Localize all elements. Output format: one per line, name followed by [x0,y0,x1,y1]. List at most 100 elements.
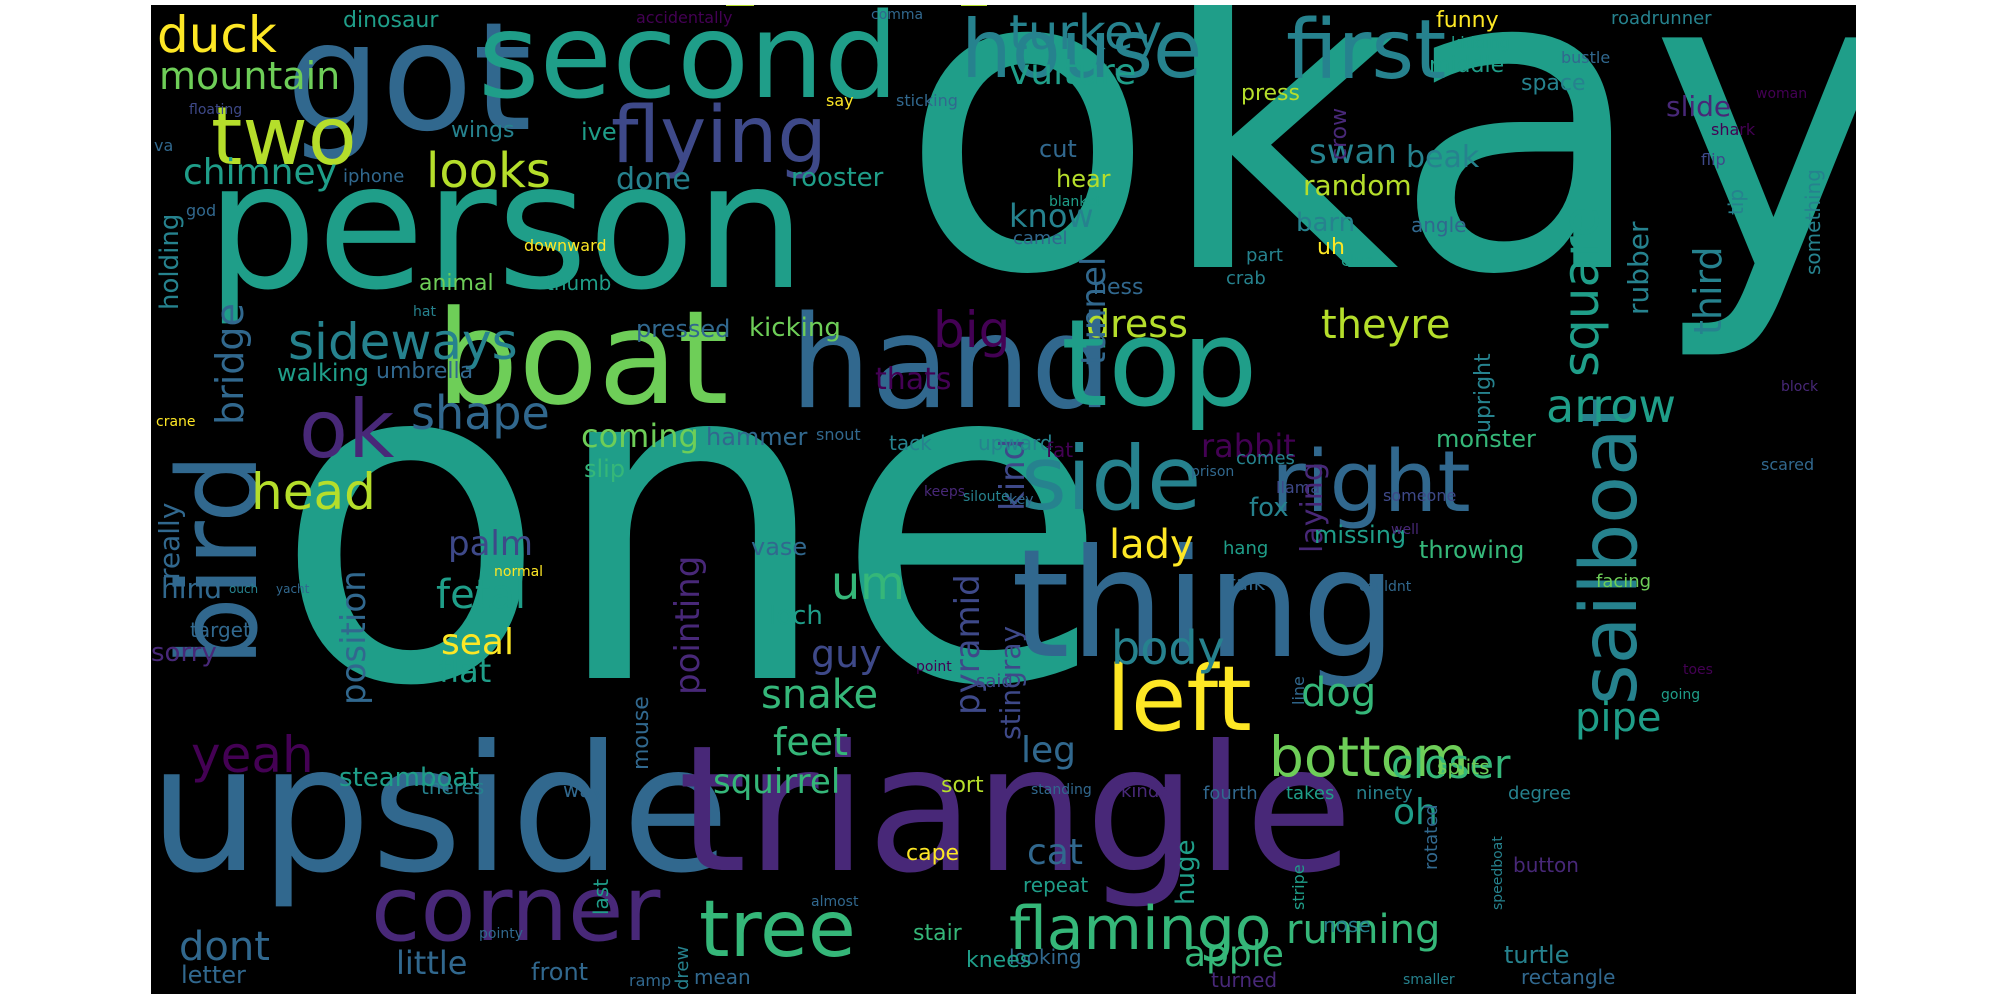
word: drew [672,945,693,990]
word: feet [773,720,849,764]
word: funny [1436,8,1499,33]
word: hammer [706,423,808,451]
word: god [186,201,217,220]
word: letter [181,961,246,989]
word: tunnel [1074,256,1114,365]
word: crane [156,414,196,430]
glyph-fragment [726,5,754,6]
word: degree [1508,783,1572,804]
word: steamboat [339,763,479,793]
word: big [933,301,1011,359]
word: lady [1109,522,1194,568]
word: clue [1341,251,1375,270]
word: corner [371,857,661,962]
word: comma [871,7,924,23]
word: ness [1093,275,1144,300]
word: stair [913,921,962,946]
word: beak [1406,140,1480,175]
word: right [1271,433,1471,532]
word: fat [1046,438,1074,462]
word: dog [1301,670,1377,716]
word: slip [584,455,626,483]
word: first [1286,5,1447,98]
word: house [961,5,1203,96]
word: sort [941,773,984,798]
word: guy [811,632,882,676]
word: stripe [1289,864,1308,910]
word: kidding [1451,33,1510,52]
word: almost [811,894,859,910]
word: ninety [1356,783,1413,804]
word: comes [1236,448,1295,469]
word: rotated [1421,804,1442,870]
word: boat [436,282,729,434]
word: triangle [678,709,1353,912]
word: crow [1327,107,1352,160]
word: dress [1086,302,1188,346]
word: mountain [159,54,341,98]
word: walking [277,359,370,387]
word: standing [1031,782,1092,798]
word: sideways [288,313,518,371]
word: yacht [276,582,310,596]
word: fox [1249,493,1289,523]
word: vase [751,533,808,561]
word: huge [1171,839,1201,905]
word: normal [494,564,544,580]
word: speedboat [1490,836,1506,910]
word: facing [1596,571,1652,592]
word: talk [1228,571,1266,595]
word: pressed [636,315,731,343]
word: really [153,502,186,580]
word: running [1286,907,1441,953]
word: square [1552,206,1610,377]
word: woman [1756,86,1808,102]
word: press [1241,81,1300,106]
word: key [1009,492,1034,508]
word: turtle [1504,941,1570,969]
word: throwing [1419,536,1525,564]
word: turkey [1009,5,1162,61]
word: well [1391,522,1419,538]
word: bottom [1269,725,1468,789]
word: flat [439,652,492,690]
word: block [1781,379,1819,395]
word: body [1111,621,1225,675]
word: ramp [629,971,672,990]
word: chimney [183,152,337,193]
word: turned [1211,968,1278,992]
word: hat [413,304,436,320]
word: missing [1314,521,1407,549]
word: holding [155,213,185,310]
word: top [1061,295,1258,434]
word: dinosaur [343,8,439,33]
word: flip [1701,150,1726,169]
word: uh [1317,235,1345,260]
word: bridge [208,303,252,425]
word: random [1303,169,1412,202]
word: rectangle [1521,965,1616,989]
word: toes [1683,662,1713,678]
word: knees [966,948,1032,973]
word: vulture [1009,52,1137,93]
word: looking [1009,945,1082,969]
word: thats [875,362,952,397]
word: line [1289,676,1308,705]
word: duck [157,6,277,64]
word: loch [769,601,823,631]
word: something [1801,169,1825,275]
word: dont [179,924,270,970]
word: nose [1323,913,1371,937]
word: front [531,958,589,986]
word: target [190,618,251,642]
word: kicking [749,313,841,343]
word: seal [441,622,514,663]
word: looks [426,143,551,199]
word: position [334,570,374,705]
word: apple [1184,934,1284,975]
word: say [826,91,854,110]
word: ouch [229,582,259,596]
word: little [396,944,468,982]
word: person [206,126,806,329]
word: angle [1411,213,1467,237]
